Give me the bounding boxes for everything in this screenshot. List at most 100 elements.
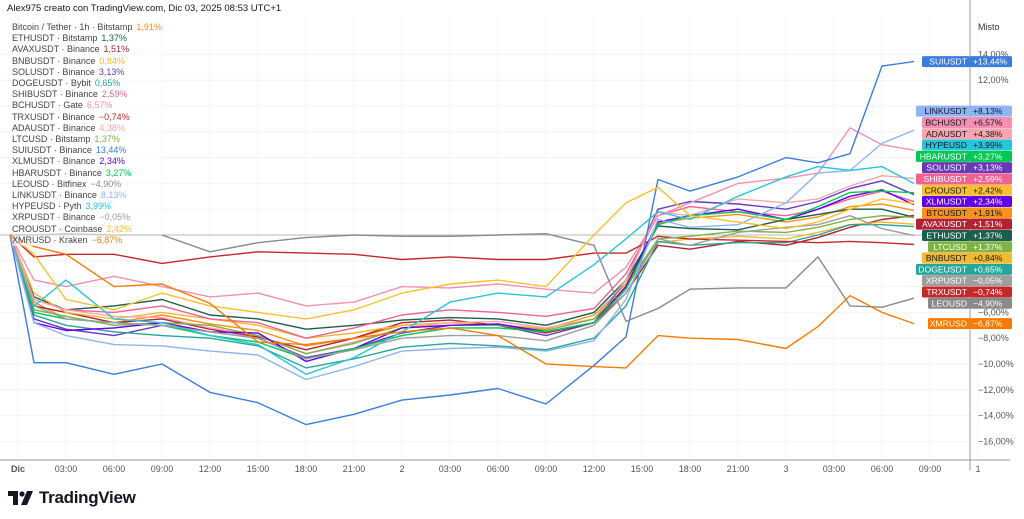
tag-value-bg (970, 252, 1012, 264)
series-line-linkusdt[interactable] (9, 129, 915, 381)
legend-item[interactable]: ADAUSDT · Binance 4,38% (12, 122, 162, 135)
series-legend: Bitcoin / Tether · 1h · Bitstamp 1,91% ETH… (12, 22, 162, 247)
legend-change: −6,87% (91, 234, 123, 245)
legend-symbol: DOGEUSDT · Bybit (12, 78, 91, 89)
series-tag-trxusdt[interactable]: TRXUSDT −0,74% (922, 286, 1012, 298)
legend-item[interactable]: DOGEUSDT · Bybit 0,65% (12, 78, 162, 90)
series-tag-dogeusdt[interactable]: DOGEUSDT +0,65% (916, 263, 1012, 275)
legend-item[interactable]: TRXUSDT · Binance −0,74% (12, 111, 162, 123)
legend-item[interactable]: ETHUSDT · Bitstamp 1,37% (12, 33, 162, 45)
series-tag-adausdt[interactable]: ADAUSDT +4,38% (922, 128, 1012, 140)
series-tag-leousd[interactable]: LEOUSD −4,90% (928, 297, 1012, 309)
x-tick-label: 06:00 (871, 464, 894, 474)
legend-symbol: XRPUSDT · Binance (12, 212, 96, 223)
tag-name-bg (922, 128, 970, 140)
tradingview-logo-icon (8, 491, 33, 505)
series-line-dogeusdt[interactable] (9, 223, 915, 369)
series-line-xmrusd[interactable] (9, 234, 915, 369)
y-tick-label: 12,00% (978, 75, 1009, 85)
legend-symbol: ETHUSDT · Bitstamp (12, 33, 98, 44)
series-line-bchusdt[interactable] (9, 127, 915, 307)
series-tag-solusdt[interactable]: SOLUSDT +3,13% (922, 162, 1012, 174)
x-tick-label: 21:00 (343, 464, 366, 474)
legend-item[interactable]: LEOUSD · Bitfinex −4,90% (12, 178, 162, 191)
legend-item[interactable]: BCHUSDT · Gate 6,57% (12, 100, 162, 112)
legend-item[interactable]: AVAXUSDT · Binance 1,51% (12, 44, 162, 56)
legend-item[interactable]: SUIUSDT · Binance 13,44% (12, 145, 162, 157)
tag-value-bg (970, 173, 1012, 185)
x-tick-label: 1 (975, 464, 980, 474)
series-tag-hypeusd[interactable]: HYPEUSD +3,99% (922, 139, 1012, 151)
x-tick-label: Dic (11, 464, 25, 474)
legend-item[interactable]: HBARUSDT · Binance 3,27% (12, 167, 162, 179)
legend-item[interactable]: LINKUSDT · Binance 8,13% (12, 190, 162, 202)
tag-value: +1,37% (973, 230, 1003, 240)
tag-name: ETHUSDT (926, 230, 967, 240)
series-tag-bchusdt[interactable]: BCHUSDT +6,57% (922, 116, 1012, 128)
tag-value-bg (970, 162, 1012, 174)
x-tick-label: 12:00 (199, 464, 222, 474)
series-line-hypeusd[interactable] (9, 165, 915, 375)
series-line-ltcusd[interactable] (9, 214, 915, 355)
tag-name-bg (916, 263, 970, 275)
series-line-ethusdt[interactable] (9, 208, 915, 330)
y-tick-label: −14,00% (978, 411, 1014, 421)
series-line-trxusdt[interactable] (9, 234, 915, 265)
legend-item[interactable]: SOLUSDT · Binance 3,13% (12, 66, 162, 79)
series-lines (9, 60, 915, 426)
legend-item[interactable]: CROUSDT · Coinbase 2,42% (12, 223, 162, 235)
tag-name: BCHUSDT (925, 117, 967, 127)
tradingview-brand: TradingView (39, 488, 136, 507)
legend-item[interactable]: XRPUSDT · Binance −0,05% (12, 212, 162, 224)
tag-name-bg (928, 297, 970, 309)
series-tag-ethusdt[interactable]: ETHUSDT +1,37% (922, 229, 1012, 241)
legend-symbol: ADAUSDT · Binance (12, 122, 96, 133)
price-scale-mode[interactable]: Misto (978, 22, 1000, 32)
tradingview-footer[interactable]: TradingView (8, 488, 136, 508)
tag-value-bg (970, 218, 1012, 230)
series-tag-xrpusdt[interactable]: XRPUSDT −0,05% (922, 275, 1012, 287)
legend-item[interactable]: LTCUSD · Bitstamp 1,37% (12, 134, 162, 146)
x-tick-label: 09:00 (151, 464, 174, 474)
x-tick-label: 18:00 (295, 464, 318, 474)
tag-name: CROUSDT (925, 185, 968, 195)
series-tag-linkusdt[interactable]: LINKUSDT +8,13% (916, 105, 1012, 117)
legend-item[interactable]: SHIBUSDT · Binance 2,59% (12, 89, 162, 101)
legend-item[interactable]: XLMUSDT · Binance 2,34% (12, 156, 162, 168)
series-tag-btcusdt[interactable]: BTCUSDT +1,91% (922, 207, 1012, 219)
legend-change: 3,13% (98, 66, 125, 77)
series-tag-hbarusdt[interactable]: HBARUSDT +3,27% (916, 150, 1012, 162)
series-tag-bnbusdt[interactable]: BNBUSDT +0,84% (922, 252, 1012, 264)
series-tag-xmrusd[interactable]: XMRUSD −6,87% (928, 318, 1012, 330)
x-tick-label: 12:00 (583, 464, 606, 474)
series-line-suiusdt[interactable] (9, 60, 915, 426)
tag-value: +2,34% (973, 197, 1003, 207)
series-tag-shibusdt[interactable]: SHIBUSDT +2,59% (916, 173, 1012, 185)
legend-item[interactable]: BNBUSDT · Binance 0,84% (12, 55, 162, 67)
y-tick-label: 14,00% (978, 49, 1009, 59)
legend-change: 1,51% (103, 44, 130, 55)
series-line-adausdt[interactable] (9, 174, 915, 355)
series-tag-ltcusd[interactable]: LTCUSD +1,37% (928, 241, 1012, 253)
legend-item[interactable]: HYPEUSD · Pyth 3,99% (12, 201, 162, 213)
tag-name-bg (922, 275, 970, 287)
legend-symbol: XLMUSDT · Binance (12, 156, 96, 167)
legend-change: −0,05% (99, 212, 131, 223)
x-tick-label: 03:00 (439, 464, 462, 474)
x-tick-label: 2 (399, 464, 404, 474)
series-tag-suiusdt[interactable]: SUIUSDT +13,44% (922, 56, 1012, 68)
legend-item[interactable]: XMRUSD · Kraken −6,87% (12, 234, 162, 247)
series-tag-crousdt[interactable]: CROUSDT +2,42% (922, 184, 1012, 196)
legend-item[interactable]: Bitcoin / Tether · 1h · Bitstamp 1,91% (12, 22, 162, 34)
tag-value: +3,99% (973, 140, 1003, 150)
series-line-shibusdt[interactable] (9, 190, 915, 339)
tag-value-bg (970, 207, 1012, 219)
series-tag-xlmusdt[interactable]: XLMUSDT +2,34% (922, 196, 1012, 208)
series-tag-avaxusdt[interactable]: AVAXUSDT +1,51% (916, 218, 1012, 230)
series-line-crousdt[interactable] (9, 186, 915, 320)
tag-value-bg (970, 286, 1012, 298)
x-tick-label: 18:00 (679, 464, 702, 474)
y-tick-label: −10,00% (978, 359, 1014, 369)
tag-value-bg (970, 139, 1012, 151)
